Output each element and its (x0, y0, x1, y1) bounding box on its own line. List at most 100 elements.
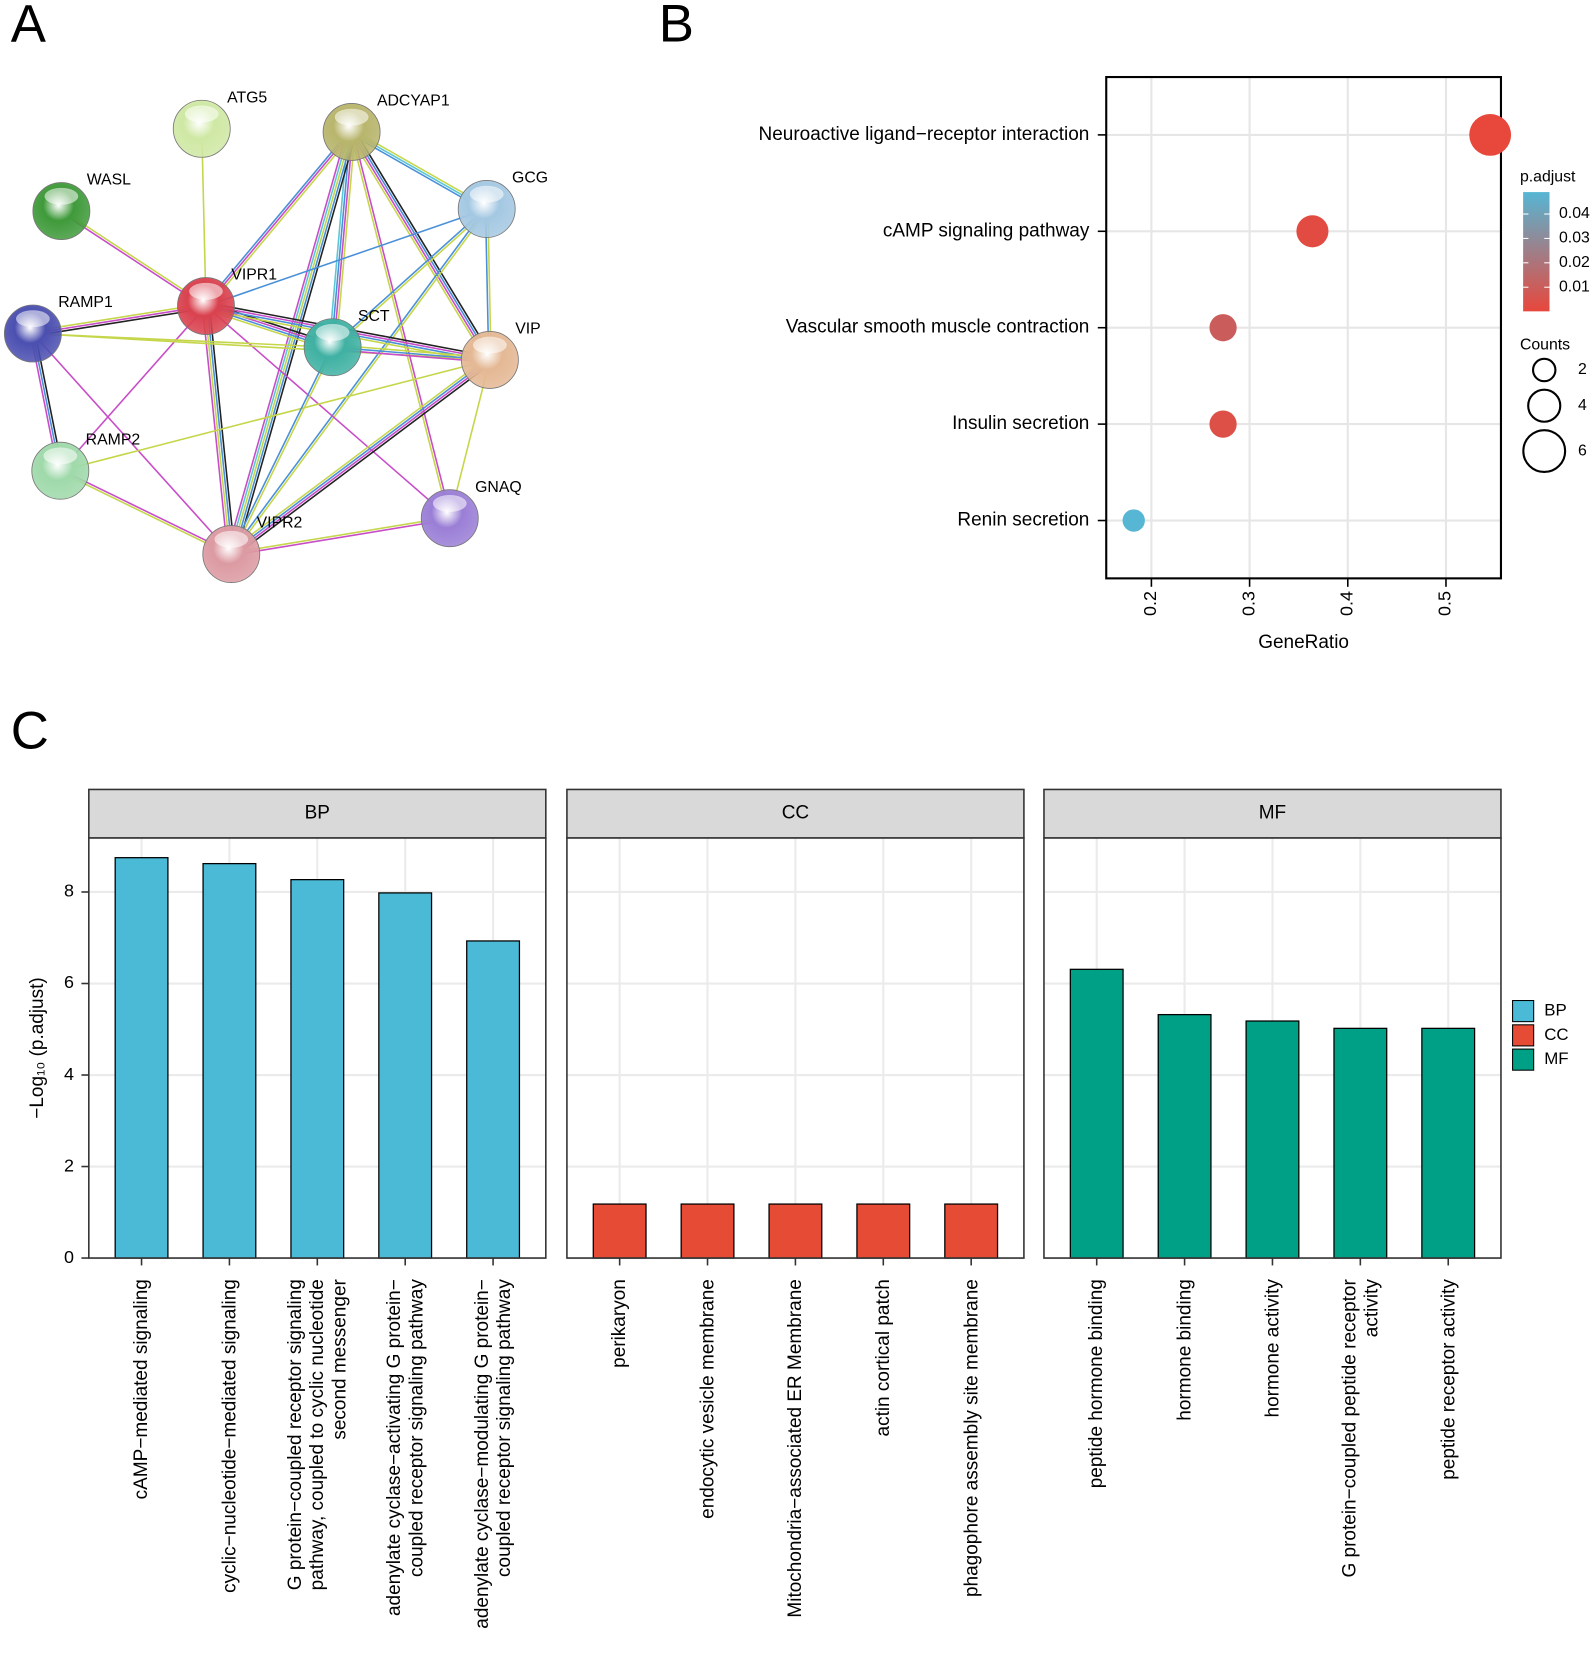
network-edge (231, 209, 489, 556)
bar (1421, 1027, 1476, 1259)
network-edge (347, 133, 488, 363)
legend-swatch (1512, 1048, 1535, 1071)
y-tick-label: cAMP signaling pathway (883, 220, 1090, 241)
network-edge (228, 356, 489, 552)
network: ATG5 ADCYAP1 WASL GCG VIPR1 RAMP1 SCT VIP RAMP2 G… (3, 89, 548, 584)
network-edge (230, 516, 450, 554)
network-edge (207, 132, 355, 309)
node-label: GCG (512, 170, 548, 187)
x-tick-label: Mitochondria−associated ER Membrane (784, 1279, 806, 1618)
size-legend-label: 6 (1578, 442, 1587, 459)
network-edge (205, 208, 487, 307)
y-tick-label: Vascular smooth muscle contraction (786, 317, 1090, 338)
colorbar-label: 0.01 (1559, 278, 1590, 295)
node-highlight (189, 282, 223, 300)
node-label: GNAQ (475, 479, 522, 496)
network-edge (230, 358, 490, 554)
x-tick-label: perikaryon (608, 1279, 630, 1368)
legend-label: BP (1544, 1001, 1567, 1020)
legend-title: p.adjust (1520, 168, 1576, 185)
size-legend-label: 2 (1578, 361, 1587, 378)
network-edge (330, 131, 352, 348)
x-tick-label: 0.5 (1435, 591, 1455, 616)
facet-label: BP (305, 803, 330, 824)
x-tick-label: adenylate cyclase−modulating G protein− … (470, 1279, 515, 1629)
x-tick-label: cAMP−mediated signaling (130, 1279, 152, 1500)
colorbar-label: 0.04 (1559, 205, 1590, 222)
bar (1069, 968, 1124, 1259)
network-edge (353, 129, 494, 359)
node-highlight (334, 108, 369, 126)
network-edge (328, 131, 349, 347)
x-tick-label: phagophore assembly site membrane (960, 1279, 982, 1598)
node-highlight (472, 336, 507, 354)
colorbar (1523, 192, 1550, 312)
network-edge (231, 347, 335, 555)
node-label: RAMP1 (58, 294, 113, 311)
x-tick-label: cyclic−nucleotide−mediated signaling (218, 1279, 240, 1593)
network-edge (60, 468, 233, 554)
network-edge (335, 132, 356, 348)
network-edge (231, 360, 492, 556)
network-edge (226, 130, 348, 554)
network-edge (235, 132, 357, 556)
network-edge (200, 128, 207, 307)
network-edge (231, 518, 451, 557)
y-tick-label: Renin secretion (957, 510, 1089, 531)
node-highlight (214, 530, 249, 548)
bar (466, 940, 521, 1259)
network-edge (232, 132, 355, 555)
network-edge (59, 305, 207, 472)
x-tick-label: G protein−coupled receptor signaling pat… (284, 1279, 350, 1591)
network-edge (33, 307, 207, 337)
size-legend-key (1531, 357, 1557, 383)
network-edge (32, 305, 207, 335)
node-highlight (184, 105, 219, 123)
node-highlight (469, 185, 504, 203)
network-edge (332, 131, 354, 348)
x-tick-label: peptide hormone binding (1085, 1279, 1107, 1489)
node-label: VIP (515, 320, 541, 337)
x-tick-label: 0.3 (1238, 591, 1258, 616)
network-edge (232, 362, 493, 558)
facet-label: MF (1259, 803, 1286, 824)
network-edge (205, 131, 353, 307)
dot (1469, 113, 1512, 156)
network-edge (351, 130, 492, 360)
dot (1122, 509, 1145, 532)
node-label: SCT (358, 308, 390, 325)
network-edge (229, 346, 333, 554)
bar (592, 1203, 647, 1259)
bar (202, 862, 257, 1259)
plots: Neuroactive ligand−receptor interaction c… (27, 75, 1590, 1267)
network-edge (59, 471, 232, 556)
x-tick-label: adenylate cyclase−activating G protein− … (383, 1279, 427, 1617)
node-label: ADCYAP1 (377, 93, 450, 110)
dot (1209, 410, 1237, 438)
bar (1157, 1013, 1212, 1259)
dot (1209, 314, 1237, 342)
node-highlight (15, 310, 50, 328)
x-tick-label: 0.2 (1140, 591, 1160, 616)
legend-swatch (1512, 1024, 1535, 1047)
network-edge (32, 302, 206, 332)
node-highlight (44, 187, 79, 205)
bar (378, 892, 433, 1259)
size-legend-key (1527, 388, 1562, 423)
bar (114, 857, 169, 1259)
x-axis-label: GeneRatio (1258, 632, 1349, 653)
y-tick-label: Insulin secretion (952, 413, 1089, 434)
network-edge (228, 131, 351, 554)
size-legend-key (1522, 429, 1567, 474)
node-label: RAMP2 (86, 431, 141, 448)
y-tick-label: 6 (64, 972, 74, 992)
panel-label: A (11, 0, 47, 53)
network-edge (332, 209, 489, 349)
y-tick-label: 2 (64, 1155, 74, 1175)
node-highlight (43, 447, 78, 465)
dot (1296, 215, 1329, 248)
